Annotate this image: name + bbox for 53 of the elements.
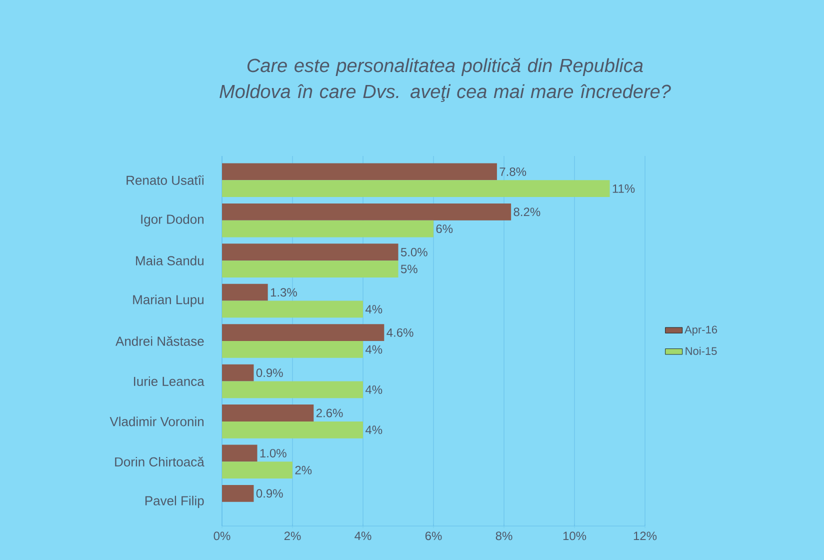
data-label: 4% [365,385,382,394]
legend-label: Apr-16 [684,326,718,336]
y-tick-label: Pavel Filip [145,496,204,508]
x-tick-label: 10% [563,532,586,540]
bar [222,203,512,220]
y-tick-label: Andrei Năstase [116,336,204,346]
y-tick-label: Marian Lupu [133,294,204,307]
bar [222,244,398,261]
data-label: 2.6% [316,408,343,418]
bar [222,300,364,318]
data-label: 8.2% [514,208,540,216]
x-tick-label: 12% [634,532,657,540]
data-label: 4.6% [386,328,414,337]
data-label: 5.0% [400,248,428,256]
data-label: 4% [365,426,382,434]
x-tick-label: 8% [496,532,512,540]
bar [222,260,398,278]
bar [222,163,497,180]
data-label: 6% [436,224,453,234]
chart-title: Care este personalitatea politică din Republica Moldova în care Dvs. aveţi cea mai mare încredere? [220,58,671,102]
y-tick-label: Maia Sandu [136,256,204,266]
data-label: 11% [612,184,635,193]
legend-label: Noi-15 [686,346,717,355]
bar [222,484,254,502]
y-tick-label: Dorin Chirtoacă [115,456,204,467]
data-label: 0.9% [256,489,283,498]
bar [222,324,384,342]
y-tick-label: Vladimir Voronin [110,416,204,426]
bar [222,381,364,398]
y-tick-label: Renato Usatîi [126,175,204,185]
x-tick-label: 4% [354,532,372,540]
bar [222,180,610,198]
bar [222,341,364,358]
bar [222,421,364,438]
data-label: 7.8% [500,167,526,176]
y-tick-label: Igor Dodon [141,214,204,226]
x-tick-label: 0% [214,532,230,540]
data-label: 0.9% [256,368,283,378]
data-label: 2% [295,466,312,474]
data-label: 1.3% [270,288,297,297]
x-tick-label: 2% [284,532,301,540]
data-label: 5% [400,264,418,274]
bar [222,404,314,422]
x-tick-label: 6% [425,532,442,540]
data-label: 4% [365,305,382,314]
y-tick-label: Iurie Leanca [134,376,204,386]
data-label: 1.0% [260,448,286,458]
bar [222,444,258,462]
data-label: 4% [365,345,382,354]
bar [222,462,292,479]
bar [222,364,254,382]
bar [222,284,268,301]
bar [222,220,434,238]
